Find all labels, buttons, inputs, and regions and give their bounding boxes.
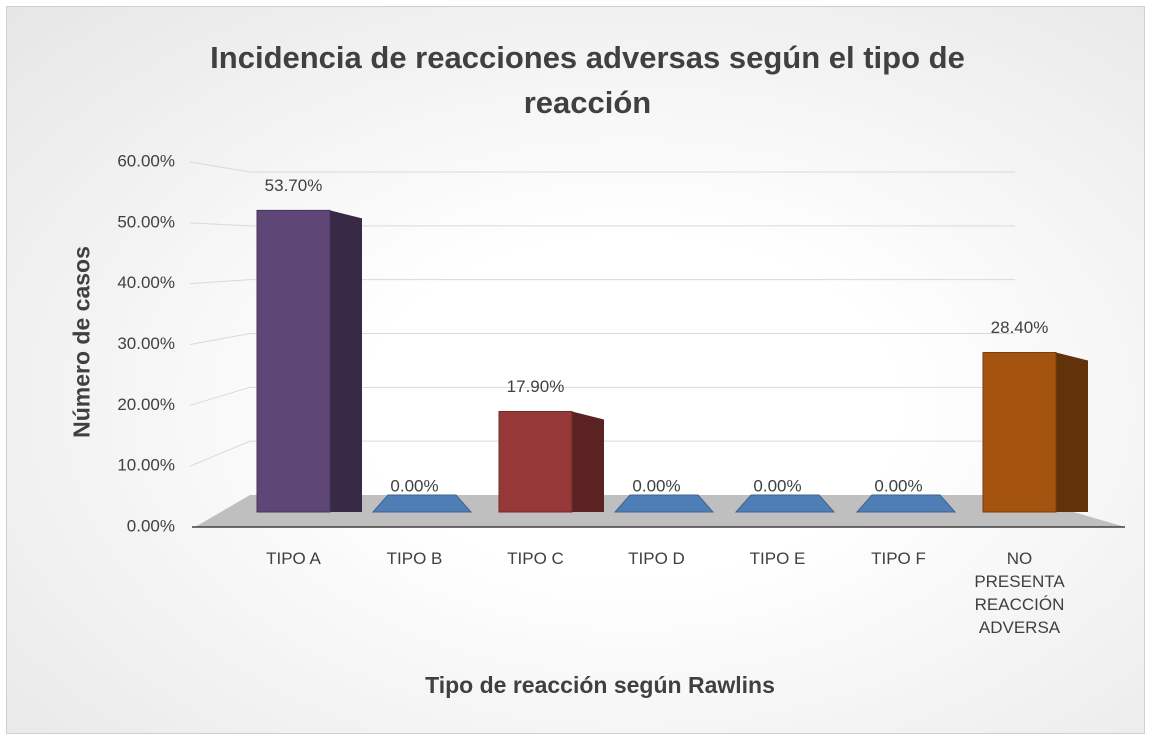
y-tick-label: 20.00% [117, 395, 175, 414]
data-label: 53.70% [265, 176, 323, 195]
bar-side [572, 411, 604, 512]
x-tick-label: TIPO C [507, 549, 564, 568]
x-tick-label: TIPO F [871, 549, 926, 568]
bar [613, 494, 715, 513]
y-tick-label: 0.00% [127, 516, 175, 535]
data-label: 0.00% [874, 476, 922, 495]
chart-area [6, 6, 1145, 734]
bar [855, 494, 957, 513]
grid-line [189, 222, 1015, 227]
y-tick-label: 10.00% [117, 456, 175, 475]
bar [371, 494, 473, 513]
bar [734, 494, 836, 513]
y-tick-label: 50.00% [117, 212, 175, 231]
y-tick-label: 30.00% [117, 334, 175, 353]
bar-side [1056, 352, 1088, 512]
chart-title: Incidencia de reacciones adversas según … [210, 40, 965, 120]
data-label: 0.00% [390, 476, 438, 495]
data-label: 17.90% [507, 377, 565, 396]
bar-side [330, 210, 362, 512]
x-tick-label: TIPO E [749, 549, 806, 568]
data-label: 0.00% [632, 476, 680, 495]
data-label: 28.40% [991, 318, 1049, 337]
bar [498, 410, 573, 513]
bar [256, 209, 331, 513]
grid-line [189, 440, 1015, 467]
grid-line [189, 333, 1015, 345]
x-tick-label: TIPO A [266, 549, 321, 568]
x-axis-title: Tipo de reacción según Rawlins [425, 672, 775, 698]
bar [982, 351, 1057, 513]
grid-line [189, 386, 1015, 406]
grid-line [189, 279, 1015, 285]
x-tick-label: TIPO B [386, 549, 443, 568]
y-tick-label: 60.00% [117, 151, 175, 170]
data-label: 0.00% [753, 476, 801, 495]
x-tick-label: TIPO D [628, 549, 685, 568]
y-axis-title: Número de casos [68, 246, 95, 438]
grid-line [189, 161, 1015, 173]
y-tick-label: 40.00% [117, 273, 175, 292]
x-tick-label: NO PRESENTA REACCIÓN ADVERSA [974, 549, 1065, 637]
